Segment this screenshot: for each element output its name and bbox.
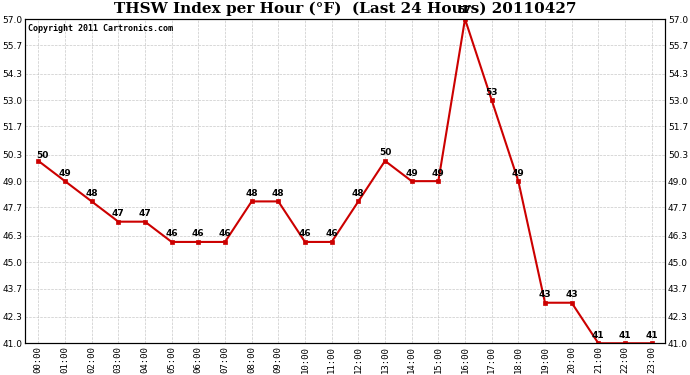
Text: Copyright 2011 Cartronics.com: Copyright 2011 Cartronics.com [28, 24, 173, 33]
Text: 46: 46 [219, 230, 231, 238]
Text: 47: 47 [139, 209, 151, 218]
Text: 49: 49 [512, 169, 524, 178]
Text: 46: 46 [326, 230, 338, 238]
Text: 43: 43 [565, 290, 578, 299]
Text: 41: 41 [645, 331, 658, 340]
Text: 50: 50 [379, 148, 391, 158]
Text: 48: 48 [246, 189, 258, 198]
Text: 50: 50 [37, 151, 49, 160]
Text: 41: 41 [592, 331, 604, 340]
Text: 48: 48 [272, 189, 285, 198]
Text: 48: 48 [352, 189, 364, 198]
Text: 47: 47 [112, 209, 125, 218]
Text: 53: 53 [486, 87, 498, 96]
Text: 49: 49 [432, 169, 445, 178]
Text: 57: 57 [459, 6, 471, 15]
Title: THSW Index per Hour (°F)  (Last 24 Hours) 20110427: THSW Index per Hour (°F) (Last 24 Hours)… [114, 2, 576, 16]
Text: 46: 46 [299, 230, 311, 238]
Text: 43: 43 [539, 290, 551, 299]
Text: 46: 46 [192, 230, 205, 238]
Text: 49: 49 [59, 169, 71, 178]
Text: 49: 49 [405, 169, 418, 178]
Text: 46: 46 [166, 230, 178, 238]
Text: 48: 48 [86, 189, 98, 198]
Text: 41: 41 [619, 331, 631, 340]
